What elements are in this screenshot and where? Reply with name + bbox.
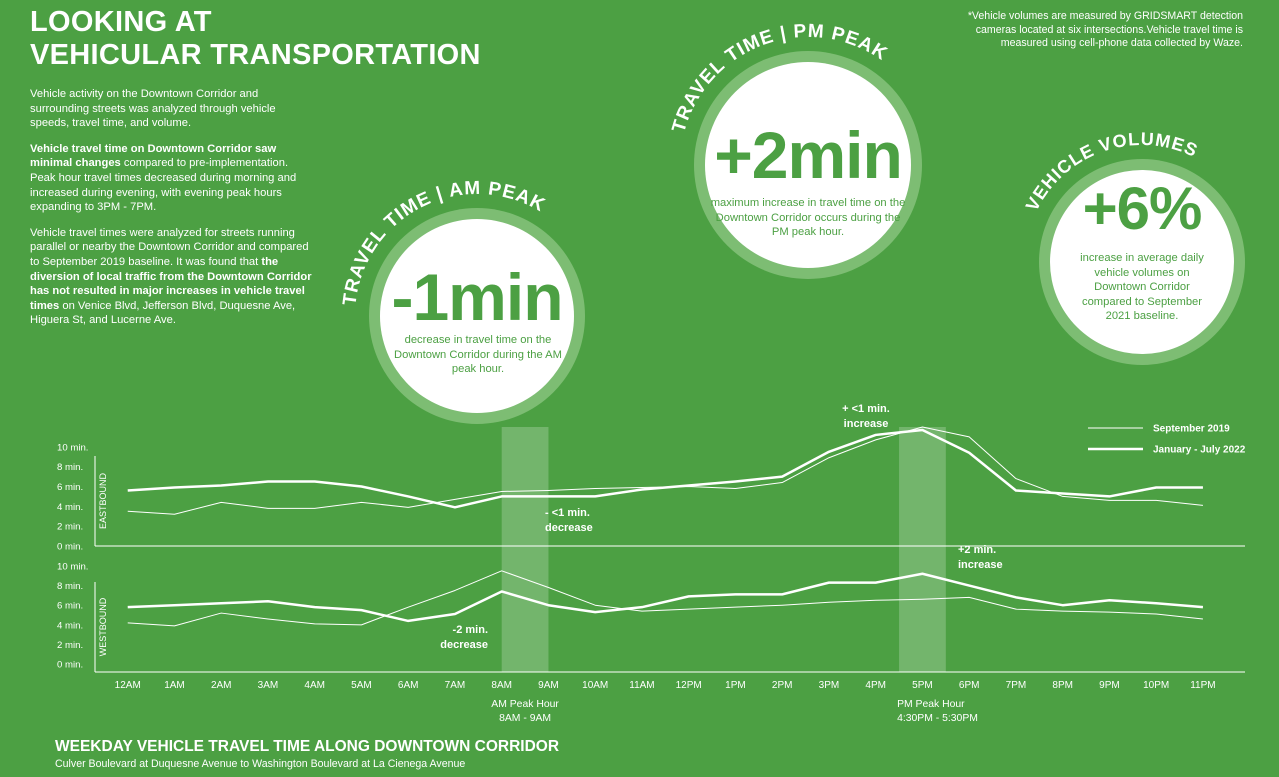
y-tick-label: 0 min. [57,542,83,553]
series-line [127,570,1203,627]
paragraph: Vehicle travel times were analyzed for s… [30,226,312,328]
x-tick-label: 5PM [912,680,933,691]
x-tick-label: 10PM [1143,680,1169,691]
x-tick-label: 9AM [538,680,559,691]
x-tick-label: 11PM [1190,680,1215,691]
title-line: VEHICULAR TRANSPORTATION [30,39,481,71]
x-tick-label: 3PM [819,680,840,691]
y-tick-label: 4 min. [57,620,83,631]
x-tick-label: 1AM [164,680,185,691]
x-tick-label: 4AM [304,680,325,691]
annotation: -2 min. [453,624,488,636]
annotation: +2 min. [958,544,996,556]
legend-label: January - July 2022 [1153,445,1246,456]
y-axis-label: WESTBOUND [98,597,108,656]
x-tick-label: 4PM [865,680,886,691]
series-line [127,426,1203,515]
peak-label: AM Peak Hour [491,699,559,710]
x-tick-label: 3AM [258,680,279,691]
series-line [127,572,1204,623]
legend-label: September 2019 [1153,424,1230,435]
y-tick-label: 4 min. [57,502,83,513]
page-title: LOOKING AT VEHICULAR TRANSPORTATION [30,6,481,72]
stat-text: maximum increase in travel time on the D… [710,197,906,238]
peak-band [899,427,946,672]
y-tick-label: 0 min. [57,660,83,671]
x-tick-label: 6PM [959,680,980,691]
text-run: Vehicle travel time on Downtown Corridor… [30,142,277,170]
circle [705,62,911,268]
x-tick-label: 7AM [445,680,466,691]
annotation: decrease [440,639,488,651]
x-tick-label: 11AM [629,680,654,691]
text-run: on Venice Blvd, Jefferson Blvd, Duquesne… [30,299,296,327]
annotation: decrease [545,522,593,534]
circle [1050,170,1234,354]
x-tick-label: 2AM [211,680,232,691]
annotation: increase [958,559,1003,571]
peak-band [501,427,549,672]
x-tick-label: 8AM [491,680,512,691]
series-line [127,428,1203,509]
x-tick-label: 12PM [676,680,702,691]
x-tick-label: 12AM [115,680,141,691]
stat-text: increase in average daily vehicle volume… [1080,252,1204,322]
peak-label: PM Peak Hour [897,699,965,710]
paragraph: Vehicle travel time on Downtown Corridor… [30,142,312,215]
x-tick-label: 8PM [1052,680,1073,691]
x-tick-label: 1PM [725,680,746,691]
stat-value: -1min [391,260,563,334]
x-tick-label: 6AM [398,680,419,691]
intro-text: Vehicle activity on the Downtown Corrido… [30,87,312,339]
x-tick-label: 10AM [582,680,608,691]
y-tick-label: 10 min. [57,442,88,453]
x-tick-label: 2PM [772,680,793,691]
stat-text: decrease in travel time on the Downtown … [394,334,562,375]
peak-label: 8AM - 9AM [499,713,551,724]
title-line: LOOKING AT [30,6,212,38]
y-axis-label: EASTBOUND [98,472,108,529]
x-tick-label: 7PM [1006,680,1027,691]
annotation: - <1 min. [545,507,590,519]
footnote: *Vehicle volumes are measured by GRIDSMA… [967,10,1243,49]
paragraph: Vehicle activity on the Downtown Corrido… [30,87,312,131]
annotation: increase [844,418,889,430]
stat-value: +2min [714,118,903,192]
y-tick-label: 10 min. [57,561,88,572]
y-tick-label: 8 min. [57,462,83,473]
text-run: compared to pre-implementation. Peak hou… [30,157,297,214]
text-run: the diversion of local traffic from the … [30,255,312,312]
y-tick-label: 6 min. [57,601,83,612]
y-tick-label: 8 min. [57,581,83,592]
x-tick-label: 9PM [1099,680,1120,691]
stat-value: +6% [1082,175,1203,242]
peak-label: 4:30PM - 5:30PM [897,713,978,724]
y-tick-label: 2 min. [57,640,83,651]
text-run: Vehicle activity on the Downtown Corrido… [30,88,276,130]
chart-title: WEEKDAY VEHICLE TRAVEL TIME ALONG DOWNTO… [55,738,560,755]
y-tick-label: 2 min. [57,522,83,533]
circle [380,219,574,413]
x-tick-label: 5AM [351,680,372,691]
y-tick-label: 6 min. [57,482,83,493]
chart-subtitle: Culver Boulevard at Duquesne Avenue to W… [55,758,466,770]
text-run: Vehicle travel times were analyzed for s… [30,226,309,268]
annotation: + <1 min. [842,403,890,415]
